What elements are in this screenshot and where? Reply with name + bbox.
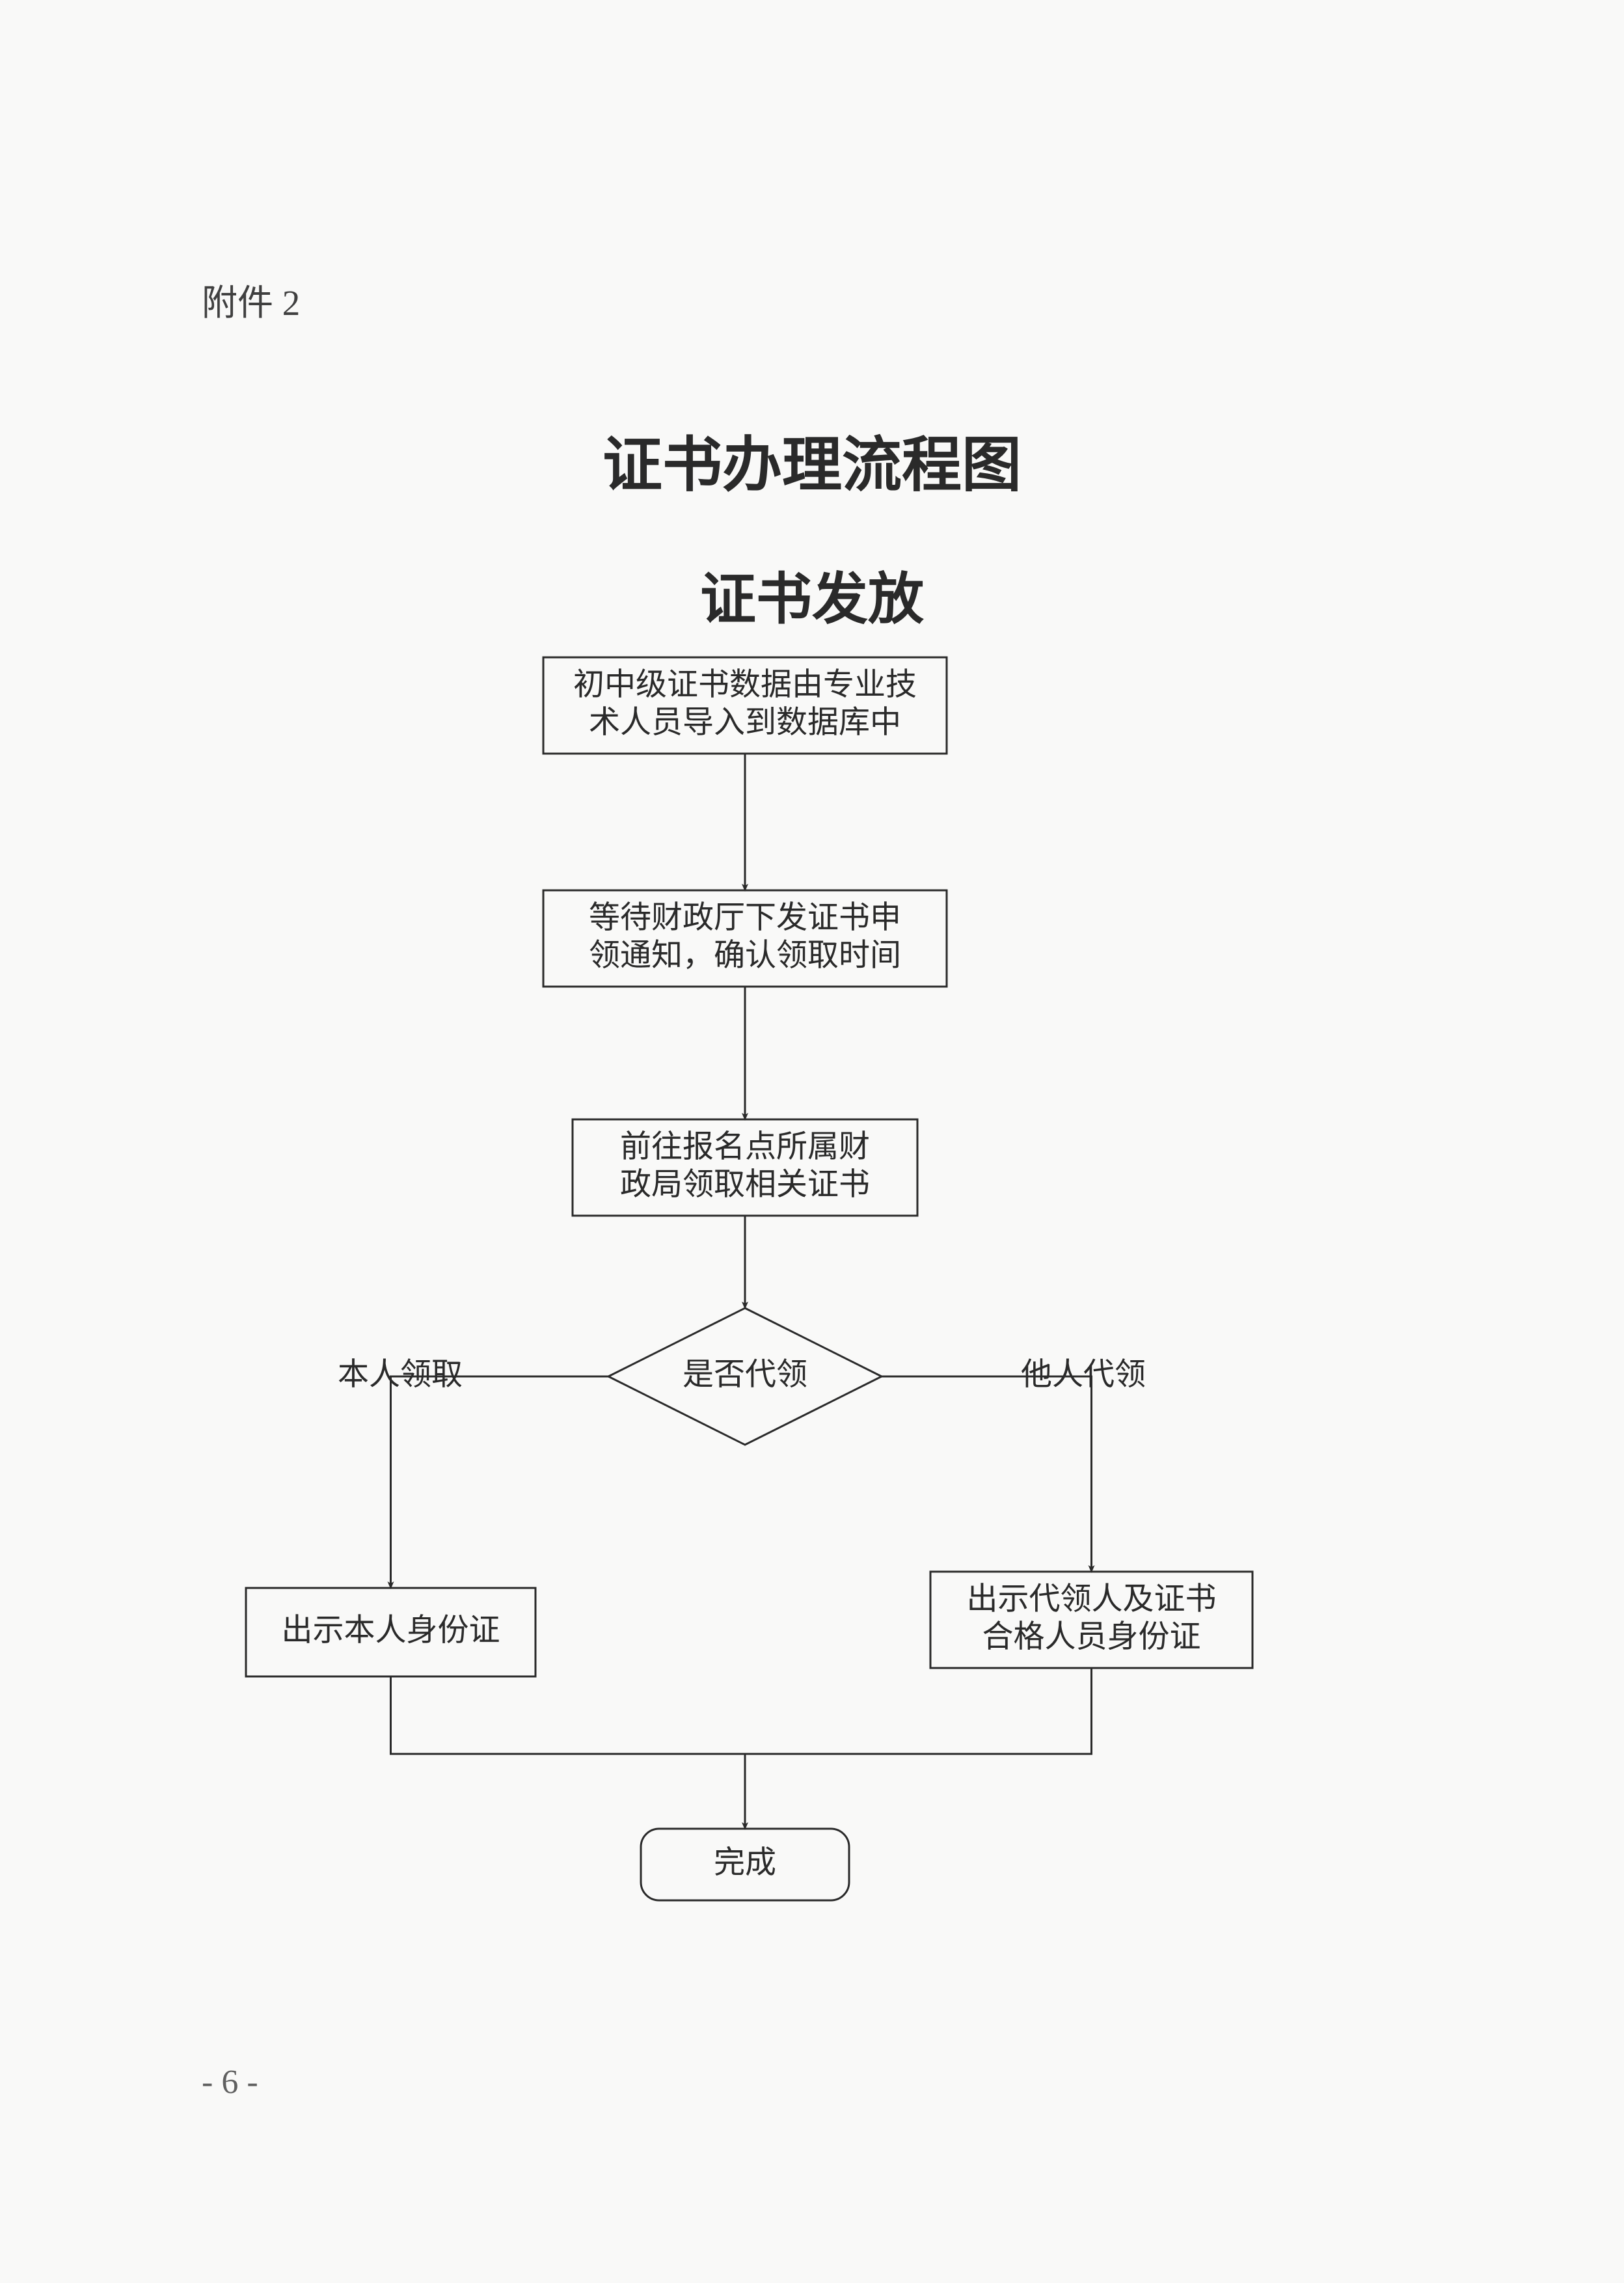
svg-text:领通知，确认领取时间: 领通知，确认领取时间 [589, 938, 901, 973]
svg-text:本人领取: 本人领取 [338, 1358, 463, 1392]
svg-text:前往报名点所属财: 前往报名点所属财 [620, 1130, 870, 1164]
svg-text:出示本人身份证: 出示本人身份证 [281, 1613, 500, 1648]
svg-text:他人代领: 他人代领 [1021, 1358, 1146, 1392]
svg-text:出示代领人及证书: 出示代领人及证书 [966, 1582, 1216, 1617]
flowchart-svg: 初中级证书数据由专业技术人员导入到数据库中等待财政厅下发证书申领通知，确认领取时… [0, 0, 1624, 2283]
svg-text:初中级证书数据由专业技: 初中级证书数据由专业技 [573, 668, 917, 702]
svg-text:合格人员身份证: 合格人员身份证 [982, 1620, 1200, 1654]
svg-text:是否代领: 是否代领 [683, 1358, 807, 1392]
svg-text:政局领取相关证书: 政局领取相关证书 [620, 1168, 870, 1202]
svg-text:术人员导入到数据库中: 术人员导入到数据库中 [589, 705, 901, 740]
svg-text:完成: 完成 [714, 1846, 776, 1880]
svg-text:等待财政厅下发证书申: 等待财政厅下发证书申 [589, 901, 901, 935]
